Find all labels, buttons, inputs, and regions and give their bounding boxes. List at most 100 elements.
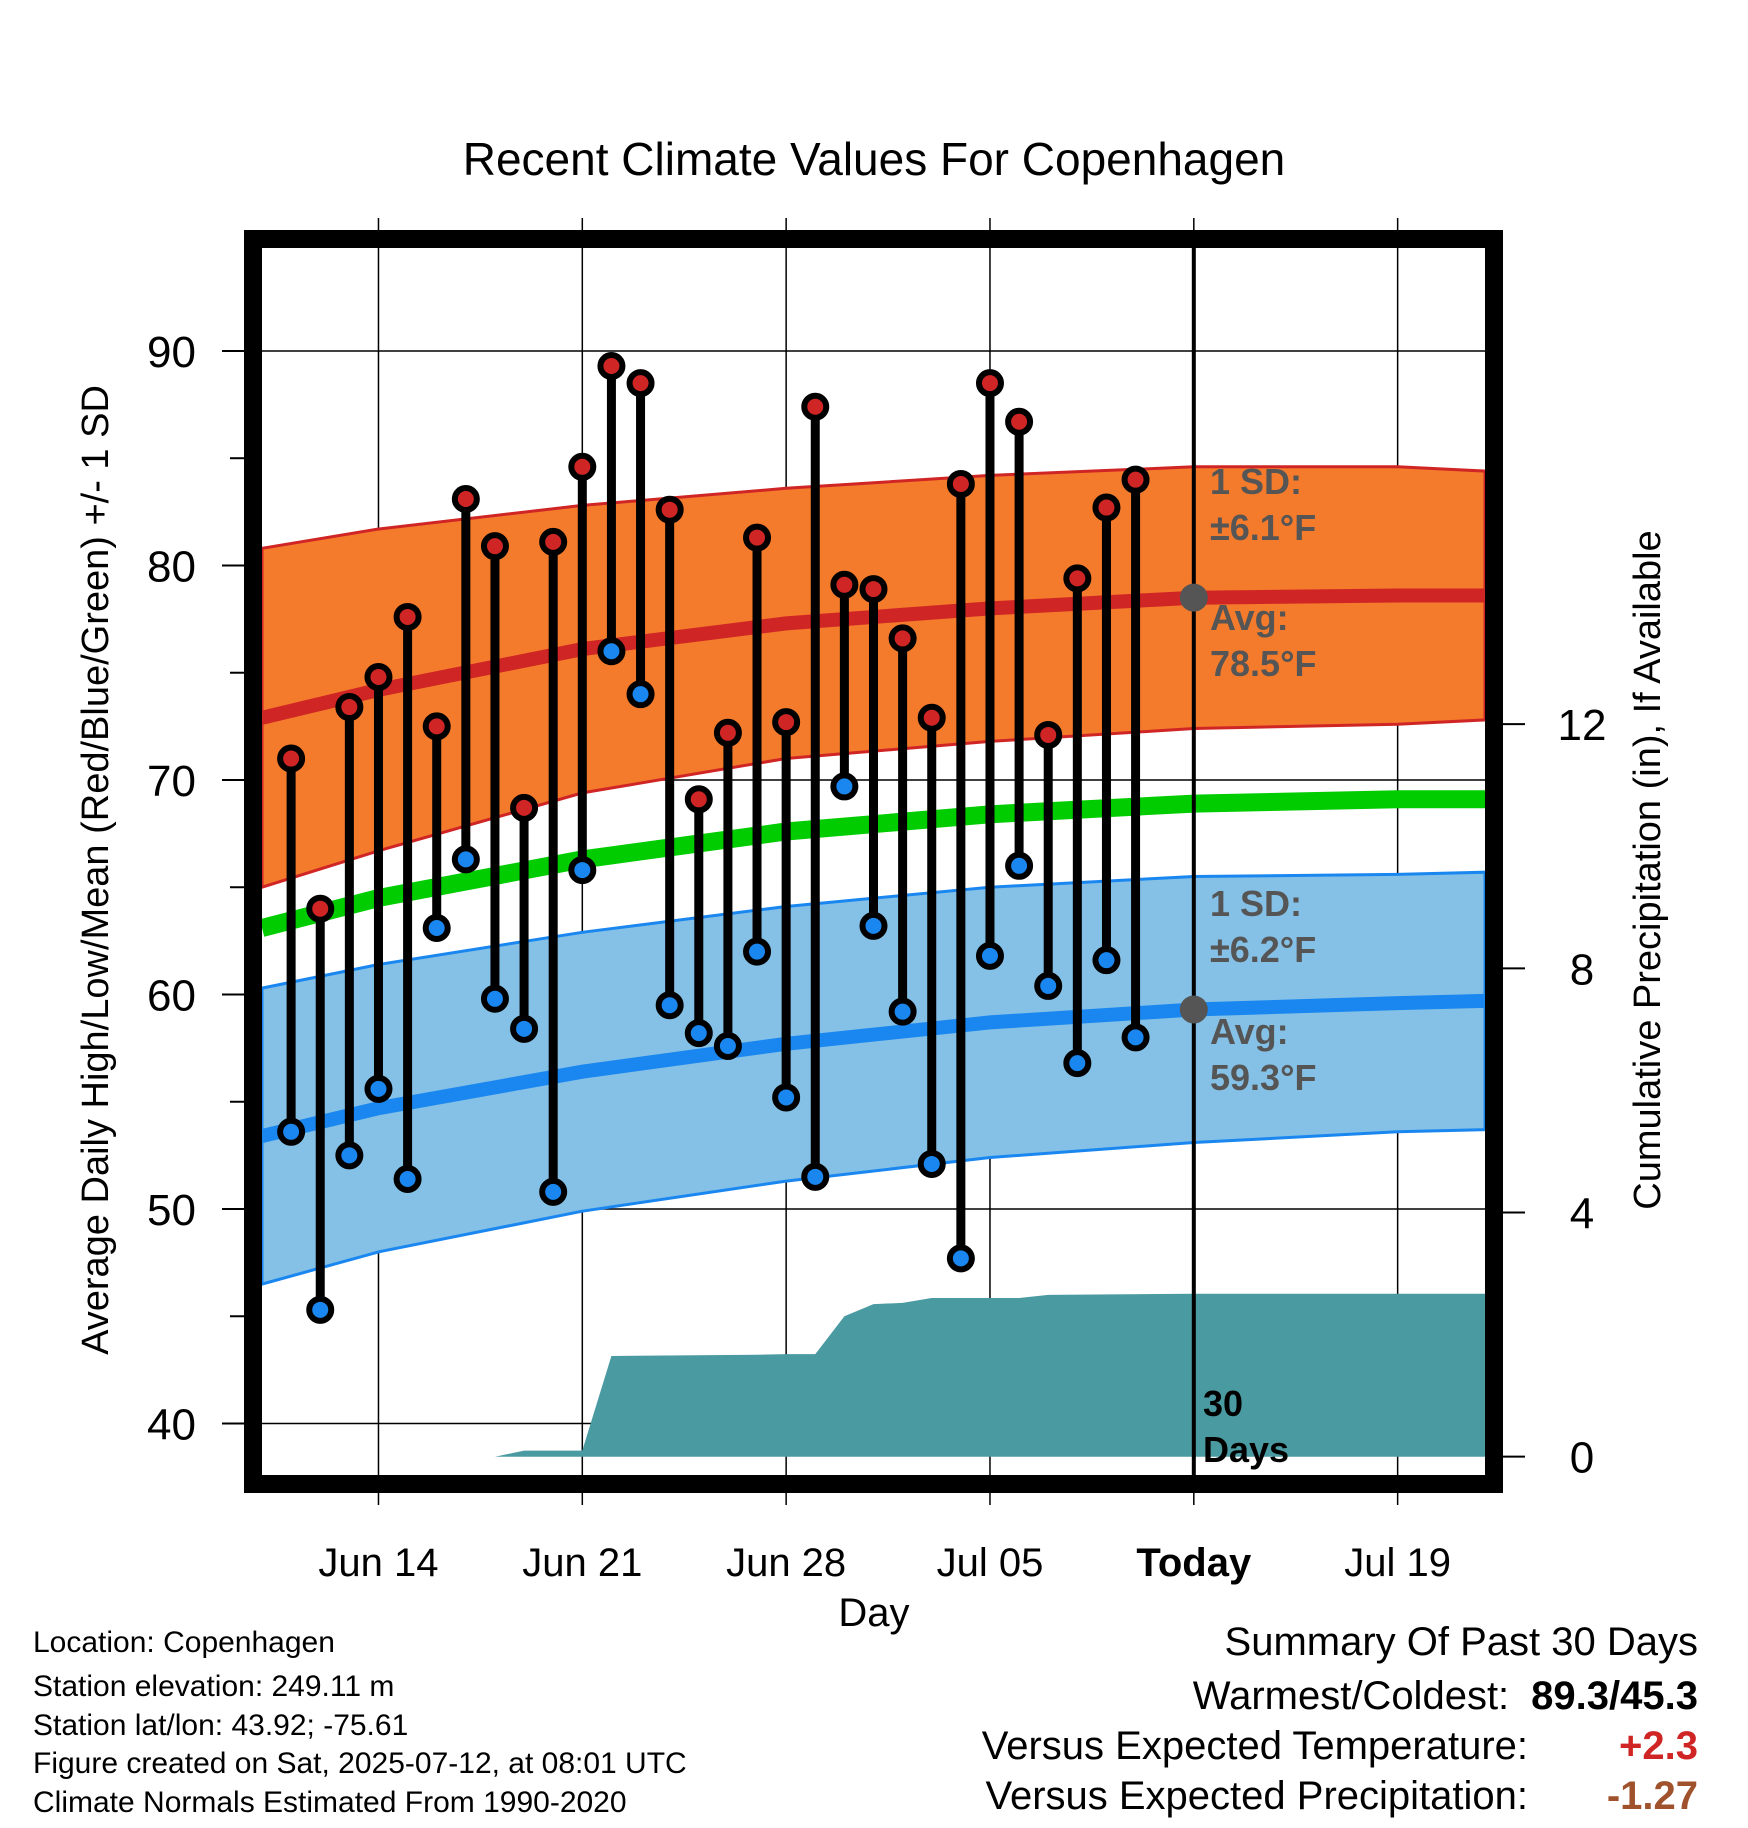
- summary-warmest: Warmest/Coldest: 89.3/45.3: [1193, 1674, 1698, 1719]
- obs-low-point: [713, 1031, 742, 1060]
- footer-created: Figure created on Sat, 2025-07-12, at 08…: [33, 1747, 687, 1780]
- obs-high-point: [772, 708, 801, 737]
- high-avg-label: Avg:: [1210, 597, 1289, 638]
- obs-high-point: [393, 602, 422, 631]
- obs-low-point: [772, 1083, 801, 1112]
- normal-mean-line: [259, 790, 1485, 937]
- obs-low-point: [451, 845, 480, 874]
- summary-temp: Versus Expected Temperature: +2.3: [982, 1724, 1698, 1769]
- x-tick-label: Today: [1136, 1541, 1252, 1585]
- obs-low-point: [1005, 851, 1034, 880]
- obs-low-point: [422, 913, 451, 942]
- y2-axis-label: Cumulative Precipitation (in), If Availa…: [1627, 530, 1669, 1209]
- footer-normals: Climate Normals Estimated From 1990-2020: [33, 1786, 627, 1819]
- obs-low-point: [1034, 971, 1063, 1000]
- obs-high-point: [539, 527, 568, 556]
- obs-high-point: [743, 523, 772, 552]
- obs-low-point: [539, 1177, 568, 1206]
- obs-high-point: [626, 369, 655, 398]
- x-tick-label: Jun 14: [318, 1541, 438, 1585]
- obs-high-point: [1063, 564, 1092, 593]
- obs-low-point: [859, 911, 888, 940]
- obs-low-point: [480, 984, 509, 1013]
- x-axis-label: Day: [838, 1591, 909, 1635]
- low-avg-label: Avg:: [1210, 1011, 1289, 1052]
- high-sd-value: ±6.1°F: [1210, 507, 1316, 548]
- low-sd-label: 1 SD:: [1210, 883, 1302, 924]
- precip-vs-expected-value: -1.27: [1606, 1774, 1698, 1818]
- temp-vs-expected-label: Versus Expected Temperature:: [981, 1724, 1528, 1768]
- normal-low-line: [260, 993, 1486, 1143]
- x-tick-label: Jul 05: [937, 1541, 1044, 1585]
- annotations: 1 SD: ±6.1°F Avg: 78.5°F 1 SD: ±6.2°F Av…: [1210, 461, 1316, 1098]
- precip-vs-expected-label: Versus Expected Precipitation:: [985, 1774, 1528, 1818]
- y-tick-label: 50: [147, 1186, 196, 1235]
- high-avg-value: 78.5°F: [1210, 643, 1316, 684]
- obs-low-point: [626, 680, 655, 709]
- obs-high-point: [451, 484, 480, 513]
- axes: 40 50 60 70 80 90 0 4 8 12 Jun 14 Jun 21 Jun 28 Jul 0…: [147, 328, 1606, 1585]
- plot-frame: [244, 230, 1503, 1493]
- obs-low-point: [364, 1074, 393, 1103]
- x-tick-label: Jul 19: [1344, 1541, 1451, 1585]
- obs-low-point: [830, 772, 859, 801]
- summary-precip: Versus Expected Precipitation: -1.27: [985, 1774, 1698, 1819]
- obs-high-point: [801, 392, 830, 421]
- y2-tick-label: 8: [1570, 945, 1594, 994]
- obs-high-point: [364, 663, 393, 692]
- y-tick-label: 60: [147, 971, 196, 1020]
- obs-high-point: [713, 718, 742, 747]
- obs-low-point: [917, 1149, 946, 1178]
- obs-high-point: [888, 624, 917, 653]
- obs-high-point: [655, 495, 684, 524]
- obs-low-point: [1092, 946, 1121, 975]
- obs-high-point: [684, 785, 713, 814]
- obs-high-point: [277, 744, 306, 773]
- obs-high-point: [306, 894, 335, 923]
- obs-high-point: [597, 351, 626, 380]
- footer-location: Location: Copenhagen: [33, 1626, 335, 1659]
- today-normal-low-marker: [1179, 995, 1208, 1024]
- obs-low-point: [393, 1164, 422, 1193]
- obs-high-point: [510, 793, 539, 822]
- summary-heading-text: Summary Of Past 30 Days: [1224, 1620, 1698, 1664]
- y2-tick-label: 0: [1570, 1434, 1594, 1483]
- obs-high-point: [1121, 465, 1150, 494]
- obs-high-point: [480, 532, 509, 561]
- obs-low-point: [1063, 1049, 1092, 1078]
- obs-high-point: [1034, 720, 1063, 749]
- obs-low-point: [335, 1141, 364, 1170]
- y-tick-label: 40: [147, 1401, 196, 1450]
- days-word: Days: [1203, 1429, 1289, 1470]
- y-tick-label: 90: [147, 328, 196, 377]
- obs-low-point: [684, 1019, 713, 1048]
- obs-low-point: [975, 941, 1004, 970]
- normal-high-line: [260, 588, 1485, 725]
- precip-area: [262, 1293, 1485, 1457]
- obs-high-point: [946, 469, 975, 498]
- today-normal-high-marker: [1179, 583, 1208, 612]
- obs-low-point: [801, 1162, 830, 1191]
- obs-high-point: [830, 570, 859, 599]
- obs-low-point: [568, 856, 597, 885]
- obs-low-point: [743, 937, 772, 966]
- temp-vs-expected-value: +2.3: [1619, 1724, 1698, 1768]
- days-annotation: 30 Days: [1203, 1383, 1289, 1470]
- obs-high-point: [975, 369, 1004, 398]
- low-sd-value: ±6.2°F: [1210, 929, 1316, 970]
- y-tick-label: 70: [147, 757, 196, 806]
- obs-low-point: [1121, 1023, 1150, 1052]
- obs-low-point: [597, 637, 626, 666]
- high-sd-label: 1 SD:: [1210, 461, 1302, 502]
- obs-high-point: [917, 703, 946, 732]
- x-tick-label: Jun 28: [726, 1541, 846, 1585]
- y-axis-label: Average Daily High/Low/Mean (Red/Blue/Gr…: [75, 385, 117, 1355]
- obs-high-point: [422, 712, 451, 741]
- obs-low-point: [277, 1117, 306, 1146]
- y-tick-label: 80: [147, 542, 196, 591]
- chart-title: Recent Climate Values For Copenhagen: [463, 133, 1286, 185]
- obs-low-point: [655, 991, 684, 1020]
- obs-high-point: [1005, 407, 1034, 436]
- precipitation-area: [262, 248, 1485, 1475]
